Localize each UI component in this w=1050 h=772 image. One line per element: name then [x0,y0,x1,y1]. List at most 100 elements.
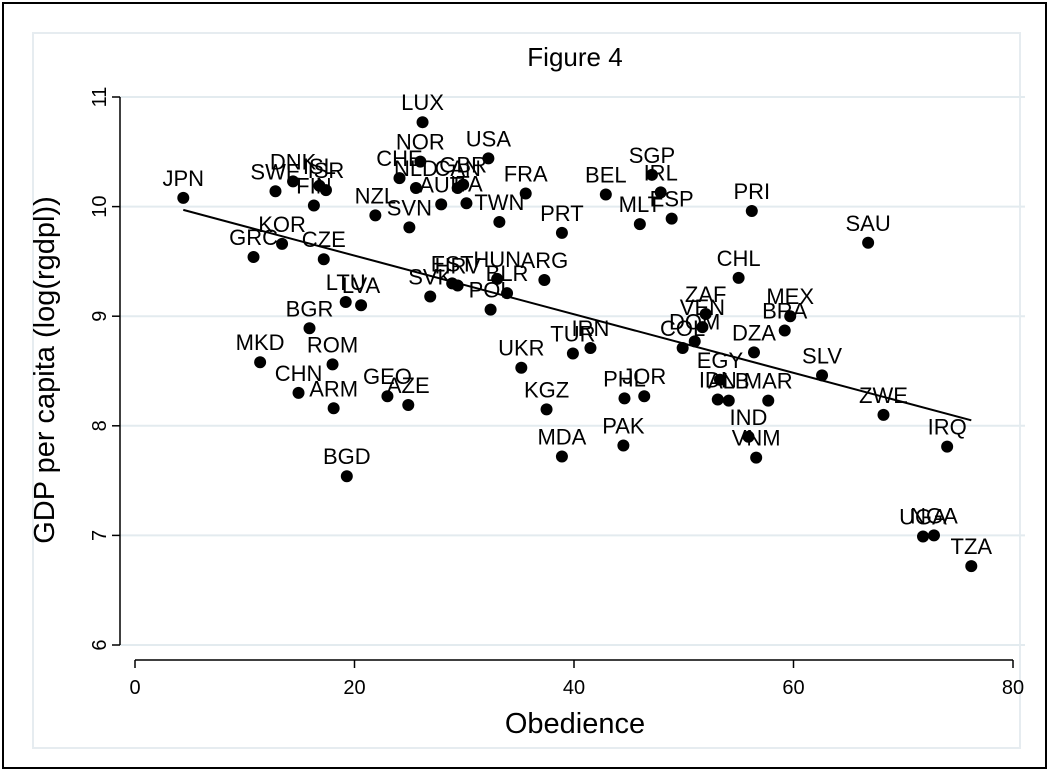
point-label: NLD [394,156,438,181]
point [747,346,760,359]
point [722,394,735,407]
point-label: LUX [401,90,444,115]
point-label: DOM [669,309,720,334]
point-label: PRT [540,201,584,226]
x-tick-label: 60 [782,677,804,699]
point [491,272,504,285]
y-tick-label: 11 [89,87,111,108]
point-label: IND [730,405,768,430]
point-label: DZA [732,320,776,345]
point-label: COL [660,316,705,341]
point [816,369,829,382]
point-label: EST [431,251,474,276]
point-label: MDA [537,424,586,449]
point-label: PAK [602,414,645,439]
point [435,198,448,211]
point-label: AZE [387,373,430,398]
point-label: SVK [408,264,452,289]
point [688,335,701,348]
point [555,226,568,239]
point [501,287,514,300]
point-label: GRC [229,225,278,250]
point [633,218,646,231]
point-label: ARM [309,376,358,401]
point-label: GEO [363,364,412,389]
point [778,324,791,337]
point [742,430,755,443]
point [482,152,495,165]
point [339,295,352,308]
point [711,393,724,406]
point-label: MAR [744,369,793,394]
point-label: TUR [550,321,595,346]
y-tick-label: 9 [89,311,111,322]
y-tick-label: 6 [89,639,111,650]
y-tick-label: 10 [89,195,111,217]
point-label: ESP [650,187,694,212]
point-label: SVN [387,195,432,220]
point [965,560,978,573]
x-tick-label: 20 [343,677,365,699]
point-label: JPN [163,166,205,191]
point [403,221,416,234]
point [381,390,394,403]
point [784,310,797,323]
point-label: ALB [708,369,750,394]
point-label: UGA [899,504,947,529]
point [292,386,305,399]
point-label: GBR [439,153,487,178]
point [732,271,745,284]
point [355,299,368,312]
point-label: KGZ [524,377,569,402]
point [484,303,497,316]
point [414,155,427,168]
point [317,253,330,266]
point [424,290,437,303]
point [276,237,289,250]
fit-line [183,208,972,422]
point-label: BLR [486,261,529,286]
point [460,197,473,210]
point-label: CZE [302,227,346,252]
point-label: ITA [450,171,483,196]
point-label: EGY [697,348,744,373]
point-label: BGR [286,296,334,321]
point [540,403,553,416]
point [409,181,422,194]
point-label: VEN [680,295,725,320]
point [457,178,470,191]
point [319,184,332,197]
point [638,390,651,403]
point-label: BRA [762,298,808,323]
point-label: TWN [474,190,524,215]
point-label: ZWE [859,383,908,408]
point [699,308,712,321]
point [393,172,406,185]
point [713,373,726,386]
point [941,440,954,453]
point [326,358,339,371]
point-label: MEX [766,284,814,309]
point [177,191,190,204]
point [927,529,940,542]
point [254,356,267,369]
point-label: MLT [619,192,661,217]
point-label: ZAF [685,282,727,307]
point-label: CHN [275,361,323,386]
y-axis-label: GDP per capita (log(rgdpl)) [29,196,61,544]
y-tick-label: 7 [89,530,111,541]
x-tick-label: 0 [129,677,140,699]
x-axis-label: Obedience [505,708,645,740]
point-label: IRL [644,160,678,185]
point [493,215,506,228]
point-label: LTU [326,270,366,295]
point [340,470,353,483]
point-label: CAN [434,156,480,181]
point [555,450,568,463]
point [877,408,890,421]
point-label: JOR [622,364,666,389]
point [665,212,678,225]
point-label: ROM [307,332,358,357]
